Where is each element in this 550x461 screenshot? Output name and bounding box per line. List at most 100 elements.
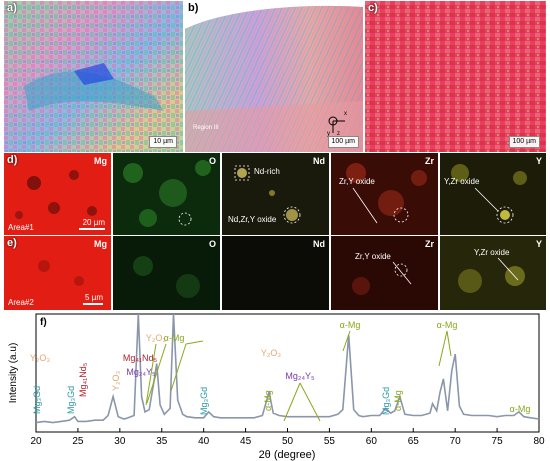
annotation-y-zr-oxide-e: Y,Zr oxide [474, 248, 510, 257]
xrd-phase-label: α-Mg [437, 320, 458, 330]
xrd-phase-label: α-Mg [340, 320, 361, 330]
axis-y-label-b: y [327, 131, 330, 137]
element-label-d-o: O [208, 156, 216, 166]
x-tick-label: 60 [366, 436, 378, 447]
xrd-phase-label: α-Mg [510, 404, 531, 414]
element-label-d-y: Y [535, 156, 542, 166]
x-tick-label: 40 [198, 436, 210, 447]
scale-bar-e-line [83, 303, 103, 305]
x-tick-label: 70 [450, 436, 462, 447]
xrd-phase-label: α-Mg [164, 333, 185, 343]
element-label-d-zr: Zr [425, 156, 434, 166]
eds-d-nd-texture [234, 165, 301, 224]
eds-d-zr: Zr Zr,Y oxide [331, 153, 438, 235]
annotation-zr-y-oxide-e: Zr,Y oxide [355, 252, 391, 261]
ebsd-map-a: a) 10 µm [4, 1, 183, 152]
xrd-leader-line [438, 330, 448, 367]
x-axis-label: 2θ (degree) [259, 449, 316, 461]
xrd-phase-label: α-Mg [263, 390, 273, 411]
ebsd-map-c: c) 100 µm [365, 1, 546, 152]
element-label-e-o: O [208, 239, 216, 249]
ebsd-map-b: b) Region III x y z 100 µm [185, 1, 363, 152]
eds-e-mg-texture [38, 260, 84, 286]
annotation-nd-zr-y-oxide: Nd,Zr,Y oxide [228, 215, 277, 224]
scale-bar-d: 20 µm [82, 218, 105, 227]
panel-b-label: b) [188, 2, 199, 14]
xrd-leader-line [342, 330, 351, 352]
eds-e-o: O [113, 236, 220, 310]
xrd-phase-label: Y₂O₃ [30, 353, 50, 363]
x-tick-label: 65 [408, 436, 420, 447]
xrd-chart: f) Intensity (a.u) 2θ (degree) 20 25 30 35 4… [8, 313, 545, 461]
x-tick-label: 35 [156, 436, 168, 447]
xrd-phase-label: Mg₂₄Y₅ [285, 371, 315, 381]
annotation-nd-rich: Nd-rich [254, 167, 280, 176]
ebsd-map-c-image [365, 1, 546, 152]
y-axis-label: Intensity (a.u) [8, 343, 19, 404]
scale-bar-a: 10 µm [149, 136, 177, 148]
x-tick-label: 80 [533, 436, 545, 447]
eds-e-y: Y Y,Zr oxide [440, 236, 546, 310]
xrd-phase-label: Mg₄₁Nd₅ [78, 362, 88, 397]
x-tick-label: 30 [114, 436, 126, 447]
eds-e-mg: e) Mg Area#2 5 µm [4, 236, 111, 310]
eds-d-o: O [113, 153, 220, 235]
eds-e-zr: Zr Zr,Y oxide [331, 236, 438, 310]
eds-d-y-texture [451, 164, 527, 224]
panel-f-label: f) [40, 317, 47, 328]
element-label-e-zr: Zr [425, 239, 434, 249]
element-label-e-nd: Nd [313, 239, 325, 249]
annotation-y-zr-oxide-d: Y,Zr oxide [444, 177, 480, 186]
eds-e-zr-texture [352, 261, 412, 295]
axis-x-label-b: x [344, 111, 347, 117]
axis-z-label-b: z [337, 131, 340, 137]
panel-e-label: e) [7, 237, 17, 249]
element-label-e-mg: Mg [94, 239, 107, 249]
eds-d-zr-texture [346, 163, 427, 224]
eds-e-y-texture [458, 257, 525, 293]
area-label-d: Area#1 [8, 223, 34, 232]
xrd-phase-label: Mg₃Gd [32, 386, 42, 414]
x-tick-label: 25 [72, 436, 84, 447]
xrd-leader-line [185, 340, 204, 345]
eds-d-y: Y Y,Zr oxide [440, 153, 546, 235]
x-tick-label: 45 [240, 436, 252, 447]
xrd-phase-label: Mg₄₁Nd₅ [123, 353, 158, 363]
xrd-leader-line [283, 382, 301, 422]
xrd-phase-label: Mg₃Gd [199, 387, 209, 415]
panel-a-label: a) [7, 2, 17, 14]
eds-d-mg: d) Mg Area#1 20 µm [4, 153, 111, 235]
x-tick-label: 75 [492, 436, 504, 447]
xrd-phase-label: Mg₂₄Y₅ [126, 367, 156, 377]
eds-d-o-texture [123, 160, 211, 227]
eds-d-mg-texture [15, 170, 97, 219]
xrd-leader-line [446, 330, 452, 357]
scale-bar-b: 100 µm [327, 136, 359, 148]
xrd-phase-label: Y₂O₃ [111, 371, 121, 391]
xrd-phase-label: Y₂O₃ [146, 333, 166, 343]
xrd-leader-line [145, 343, 157, 406]
panel-c-label: c) [368, 2, 378, 14]
xrd-leader-line [299, 382, 321, 422]
ebsd-map-a-image [4, 1, 183, 152]
element-label-d-nd: Nd [313, 156, 325, 166]
xrd-phase-label: Y₂O₃ [261, 348, 281, 358]
xrd-phase-label: Mg₃Gd [66, 386, 76, 414]
x-tick-label: 50 [282, 436, 294, 447]
x-tick-label: 20 [30, 436, 42, 447]
scale-bar-c: 100 µm [508, 136, 540, 148]
xrd-leader-line [146, 343, 167, 404]
scale-bar-e: 5 µm [85, 293, 103, 302]
xrd-phase-label: α-Mg [393, 390, 403, 411]
area-label-e: Area#2 [8, 298, 34, 307]
element-label-d-mg: Mg [94, 156, 107, 166]
x-tick-label: 55 [324, 436, 336, 447]
element-label-e-y: Y [535, 239, 542, 249]
ebsd-map-b-image [185, 1, 363, 152]
eds-d-nd: Nd Nd-rich Nd,Zr,Y oxide [222, 153, 329, 235]
xrd-leader-line [170, 343, 187, 392]
eds-e-o-texture [133, 256, 200, 298]
scale-bar-d-line [79, 228, 105, 230]
region-label-b: Region III [193, 125, 219, 131]
annotation-zr-y-oxide-d: Zr,Y oxide [339, 177, 375, 186]
